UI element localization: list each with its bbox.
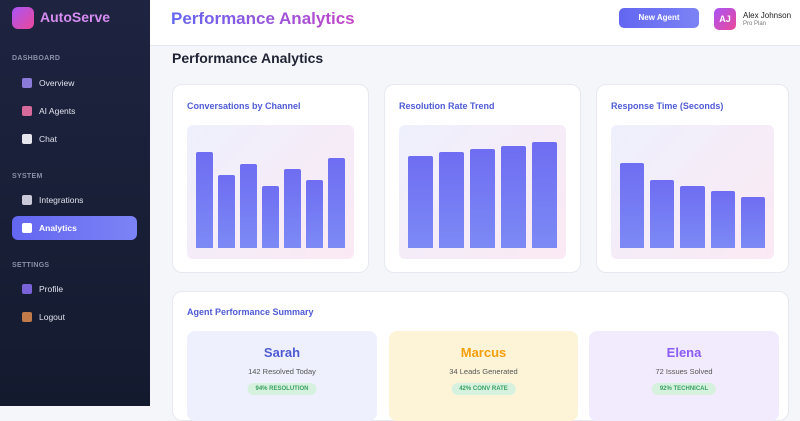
bar <box>680 186 705 248</box>
nav-icon <box>22 106 32 116</box>
agent-stat: 142 Resolved Today <box>248 367 316 376</box>
bar <box>262 186 279 248</box>
nav-item[interactable]: Chat <box>12 127 137 151</box>
chart-plot <box>611 125 774 259</box>
agent-card: Marcus 34 Leads Generated 42% CONV RATE <box>389 331 578 421</box>
bar <box>284 169 301 248</box>
bar <box>218 175 235 248</box>
bar <box>710 191 735 248</box>
logo-icon <box>12 7 34 29</box>
chart-card: Conversations by Channel <box>172 84 369 273</box>
section-label: SETTINGS <box>12 262 50 269</box>
agent-badge: 94% RESOLUTION <box>247 383 317 395</box>
nav-icon <box>22 134 32 144</box>
chart-title: Response Time (Seconds) <box>611 101 724 111</box>
nav-icon <box>22 284 32 294</box>
bar <box>620 163 645 248</box>
bar <box>408 156 433 248</box>
new-agent-button[interactable]: New Agent <box>619 8 699 28</box>
page-title: Performance Analytics <box>172 50 324 66</box>
nav-icon <box>22 223 32 233</box>
bar <box>328 158 345 248</box>
nav-item[interactable]: Integrations <box>12 188 137 212</box>
header: Performance Analytics New Agent AJ Alex … <box>150 0 800 46</box>
user-plan: Pro Plan <box>743 21 767 27</box>
section-label: SYSTEM <box>12 173 43 180</box>
brand: AutoServe <box>40 9 111 25</box>
section-label: DASHBOARD <box>12 55 61 62</box>
bar <box>196 152 213 248</box>
summary-card: Agent Performance Summary Sarah 142 Resol… <box>172 291 789 421</box>
agent-name: Marcus <box>460 345 507 360</box>
bar <box>240 164 257 248</box>
bar <box>650 180 675 248</box>
bar <box>501 146 526 248</box>
agent-badge: 92% TECHNICAL <box>651 383 717 395</box>
header-title: Performance Analytics <box>171 9 355 28</box>
agent-stat: 34 Leads Generated <box>449 367 518 376</box>
chart-card: Resolution Rate Trend <box>384 84 581 273</box>
nav-icon <box>22 312 32 322</box>
bar <box>470 149 495 248</box>
nav-icon <box>22 78 32 88</box>
chart-title: Resolution Rate Trend <box>399 101 495 111</box>
agent-stat: 72 Issues Solved <box>655 367 713 376</box>
nav-item[interactable]: Profile <box>12 277 137 301</box>
nav-item[interactable]: Analytics <box>12 216 137 240</box>
bar <box>306 180 323 248</box>
chart-plot <box>187 125 354 259</box>
bar <box>439 152 464 248</box>
sidebar: AutoServe DASHBOARD Overview AI Agents Chat… <box>0 0 150 406</box>
agent-badge: 42% CONV RATE <box>451 383 516 395</box>
nav-icon <box>22 195 32 205</box>
chart-card: Response Time (Seconds) <box>596 84 789 273</box>
agent-name: Sarah <box>263 345 301 360</box>
nav-item[interactable]: Logout <box>12 305 137 329</box>
agent-name: Elena <box>666 345 702 360</box>
bar <box>740 197 765 248</box>
nav-item[interactable]: Overview <box>12 71 137 95</box>
chart-title: Conversations by Channel <box>187 101 301 111</box>
bar <box>532 142 557 248</box>
chart-plot <box>399 125 566 259</box>
agent-card: Elena 72 Issues Solved 92% TECHNICAL <box>589 331 779 421</box>
agent-card: Sarah 142 Resolved Today 94% RESOLUTION <box>187 331 377 421</box>
avatar[interactable]: AJ <box>714 8 736 30</box>
summary-title: Agent Performance Summary <box>187 307 314 317</box>
user-name: Alex Johnson <box>743 11 792 20</box>
nav-item[interactable]: AI Agents <box>12 99 137 123</box>
